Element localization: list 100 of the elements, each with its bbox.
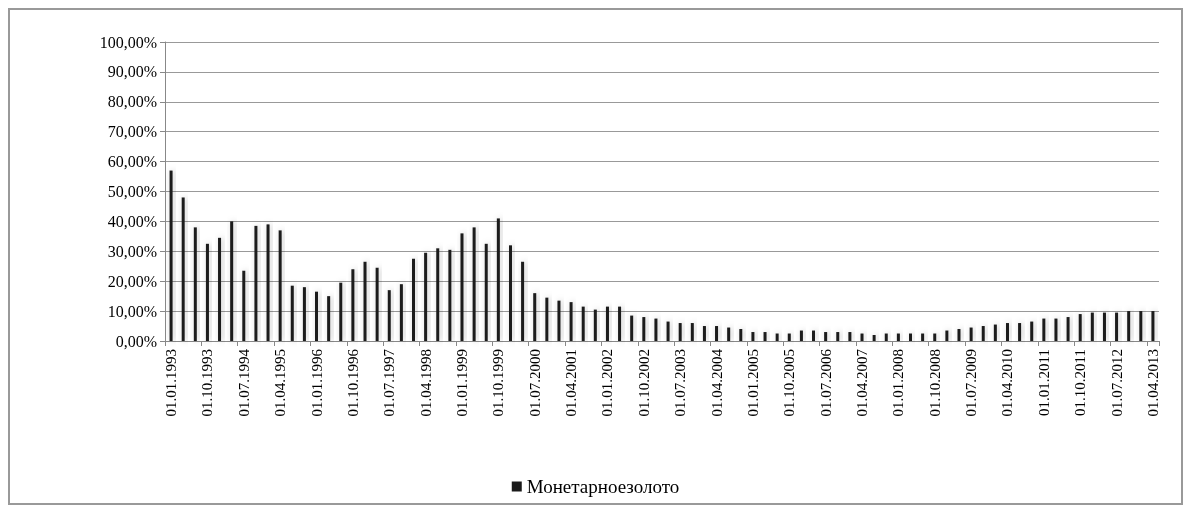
x-tick-label: 01.01.2002	[599, 349, 616, 417]
bar	[751, 332, 755, 341]
bar	[654, 318, 658, 341]
bar	[339, 282, 343, 341]
bar	[981, 326, 985, 341]
bar	[993, 324, 997, 341]
x-tick-label: 01.10.2011	[1072, 349, 1089, 416]
y-tick-label: 70,00%	[107, 123, 157, 141]
y-tick-label: 10,00%	[107, 302, 157, 320]
bar	[424, 252, 428, 341]
bar	[678, 323, 682, 341]
x-tick-label: 01.04.2001	[563, 349, 580, 417]
bar	[666, 321, 670, 341]
x-tick-label: 01.01.1999	[453, 349, 470, 417]
bar	[278, 230, 282, 341]
bar	[581, 306, 585, 341]
y-tick-label: 50,00%	[107, 183, 157, 200]
bar	[569, 302, 573, 341]
bar	[1151, 311, 1155, 341]
bar	[230, 221, 234, 341]
bar	[181, 197, 185, 341]
x-tick-label: 01.04.2013	[1144, 349, 1161, 417]
x-tick-label: 01.10.2008	[926, 349, 943, 417]
bar	[448, 249, 452, 341]
bar	[375, 267, 379, 341]
x-tick-label: 01.07.2006	[817, 348, 834, 417]
bar	[484, 243, 488, 341]
bar	[436, 248, 440, 341]
bar	[1139, 311, 1143, 341]
bar	[1018, 323, 1022, 341]
x-tick-label: 01.04.1998	[417, 349, 434, 417]
bar	[642, 317, 646, 341]
bar	[315, 291, 319, 341]
bar	[872, 335, 876, 341]
bar	[702, 326, 706, 341]
bar	[399, 284, 403, 341]
y-tick-label: 100,00%	[99, 33, 157, 51]
x-tick-label: 01.07.2009	[963, 349, 980, 417]
bar	[472, 227, 476, 341]
bar	[1115, 312, 1119, 341]
x-tick-label: 01.10.2005	[781, 349, 798, 417]
bar	[521, 261, 525, 341]
bar	[460, 233, 464, 341]
bar	[739, 329, 743, 341]
bar	[799, 330, 803, 341]
x-tick-label: 01.07.2012	[1108, 349, 1125, 417]
bar	[205, 243, 209, 341]
x-tick-label: 01.04.2007	[854, 348, 871, 417]
bar	[884, 333, 888, 341]
bar	[836, 332, 840, 341]
bar	[957, 329, 961, 341]
y-tick-label: 80,00%	[107, 93, 157, 111]
y-tick-label: 30,00%	[107, 242, 157, 260]
bar	[727, 327, 731, 341]
x-tick-label: 01.07.2003	[672, 349, 689, 417]
bar	[169, 170, 173, 341]
x-tick-label: 01.01.1993	[163, 349, 180, 417]
bar	[630, 315, 634, 341]
bar	[557, 300, 561, 341]
x-tick-label: 01.07.1997	[381, 348, 398, 417]
bar	[327, 296, 331, 341]
bar	[848, 332, 852, 341]
bar	[605, 306, 609, 341]
y-tick-label: 60,00%	[107, 153, 157, 171]
bar	[242, 270, 246, 341]
bar	[969, 327, 973, 341]
x-tick-label: 01.04.2010	[999, 349, 1016, 417]
x-tick-label: 01.10.2002	[635, 349, 652, 417]
y-tick-label: 40,00%	[107, 212, 157, 230]
bar	[290, 285, 294, 341]
bar	[1066, 317, 1070, 341]
x-tick-label: 01.07.2000	[526, 349, 543, 417]
bar	[533, 293, 537, 341]
bar	[933, 333, 937, 341]
bar	[412, 258, 415, 341]
bar	[1042, 318, 1046, 341]
bar	[824, 332, 828, 341]
bar	[1127, 311, 1131, 341]
bar	[1102, 312, 1106, 341]
bar	[618, 306, 622, 341]
bar	[775, 333, 779, 341]
y-tick-label: 20,00%	[107, 272, 157, 290]
bar	[254, 225, 258, 341]
bar	[921, 333, 925, 341]
x-tick-label: 01.10.1993	[199, 349, 216, 417]
bar	[266, 224, 270, 341]
bar	[945, 330, 949, 341]
bar	[715, 326, 719, 341]
y-tick-label: 90,00%	[107, 63, 157, 81]
bar	[508, 245, 512, 341]
bar	[496, 218, 500, 341]
bar	[363, 261, 367, 341]
bar	[860, 333, 864, 341]
bar	[193, 227, 197, 341]
bar	[1090, 312, 1094, 341]
bar	[763, 332, 767, 341]
x-tick-label: 01.01.2005	[744, 349, 761, 417]
bar	[690, 323, 694, 341]
bar	[302, 287, 306, 341]
bar	[218, 237, 222, 341]
